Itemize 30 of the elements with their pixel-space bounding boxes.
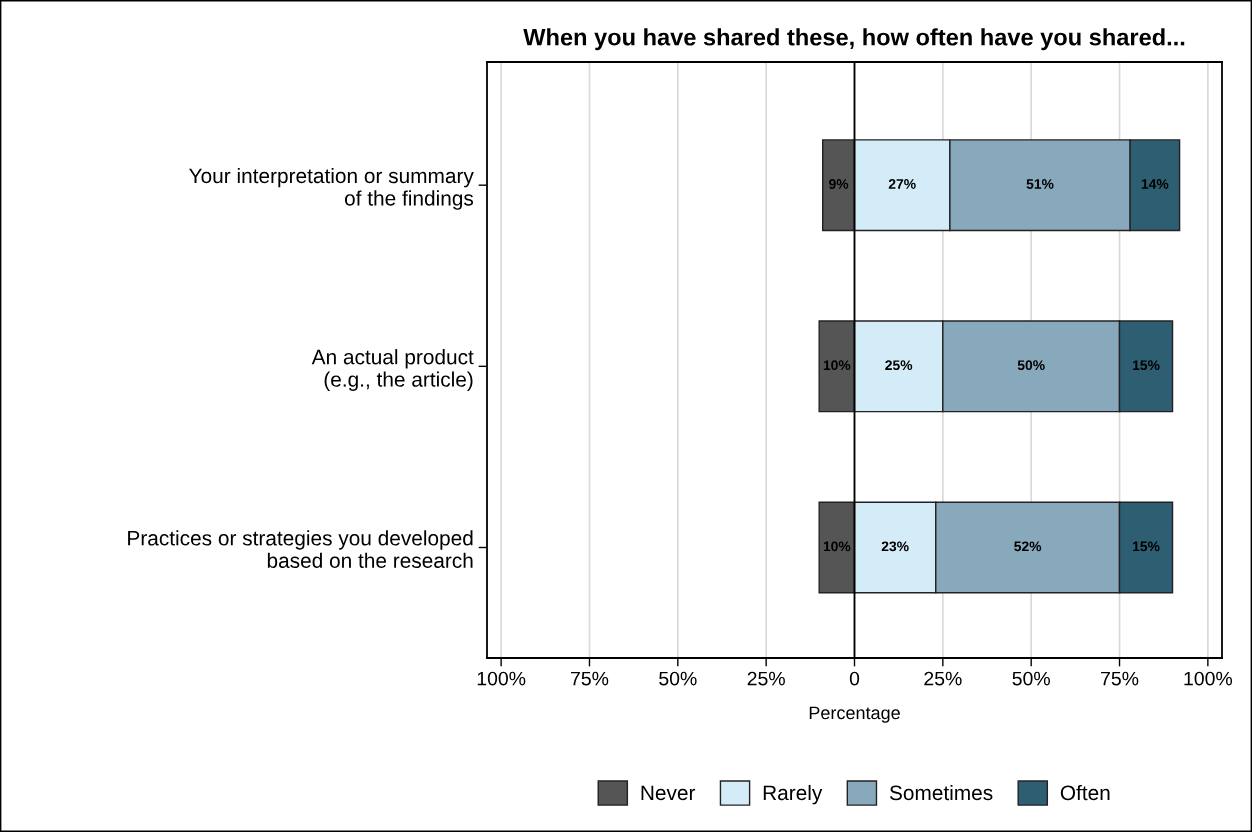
x-tick-label: 75% xyxy=(571,671,609,686)
x-tick-label: 0 xyxy=(849,671,860,686)
data-label: 15% xyxy=(1133,541,1160,552)
x-tick-label: 25% xyxy=(747,671,785,686)
y-tick-label: Practices or strategies you developed based on the research xyxy=(128,530,473,568)
legend-label: Often xyxy=(1060,784,1110,801)
data-label: 10% xyxy=(823,360,851,371)
data-label: 14% xyxy=(1141,179,1169,189)
data-label: 10% xyxy=(823,541,851,552)
data-label: 9% xyxy=(829,179,849,189)
x-tick-label: 50% xyxy=(1012,671,1050,686)
x-tick-label: 50% xyxy=(659,671,697,686)
y-tick-label: An actual product (e.g., the article) xyxy=(311,349,474,391)
x-tick-label: 25% xyxy=(924,671,962,686)
data-label: 25% xyxy=(885,360,913,371)
data-label: 50% xyxy=(1017,360,1045,371)
legend-label: Sometimes xyxy=(889,784,993,801)
data-label: 23% xyxy=(881,541,909,552)
data-label: 15% xyxy=(1133,360,1160,371)
data-label: 27% xyxy=(888,179,916,189)
legend-label: Never xyxy=(641,785,696,801)
x-tick-label: 100% xyxy=(1184,671,1233,686)
chart-title: When you have shared these, how often have you shared... xyxy=(523,28,1185,51)
data-label: 52% xyxy=(1014,541,1042,552)
legend-label: Rarely xyxy=(763,784,823,805)
x-axis-title: Percentage xyxy=(809,706,900,723)
y-tick-label: Your interpretation or summary of the findings xyxy=(189,167,474,210)
x-tick-label: 100% xyxy=(477,671,526,686)
data-label: 51% xyxy=(1026,179,1054,189)
x-tick-label: 75% xyxy=(1101,671,1139,686)
